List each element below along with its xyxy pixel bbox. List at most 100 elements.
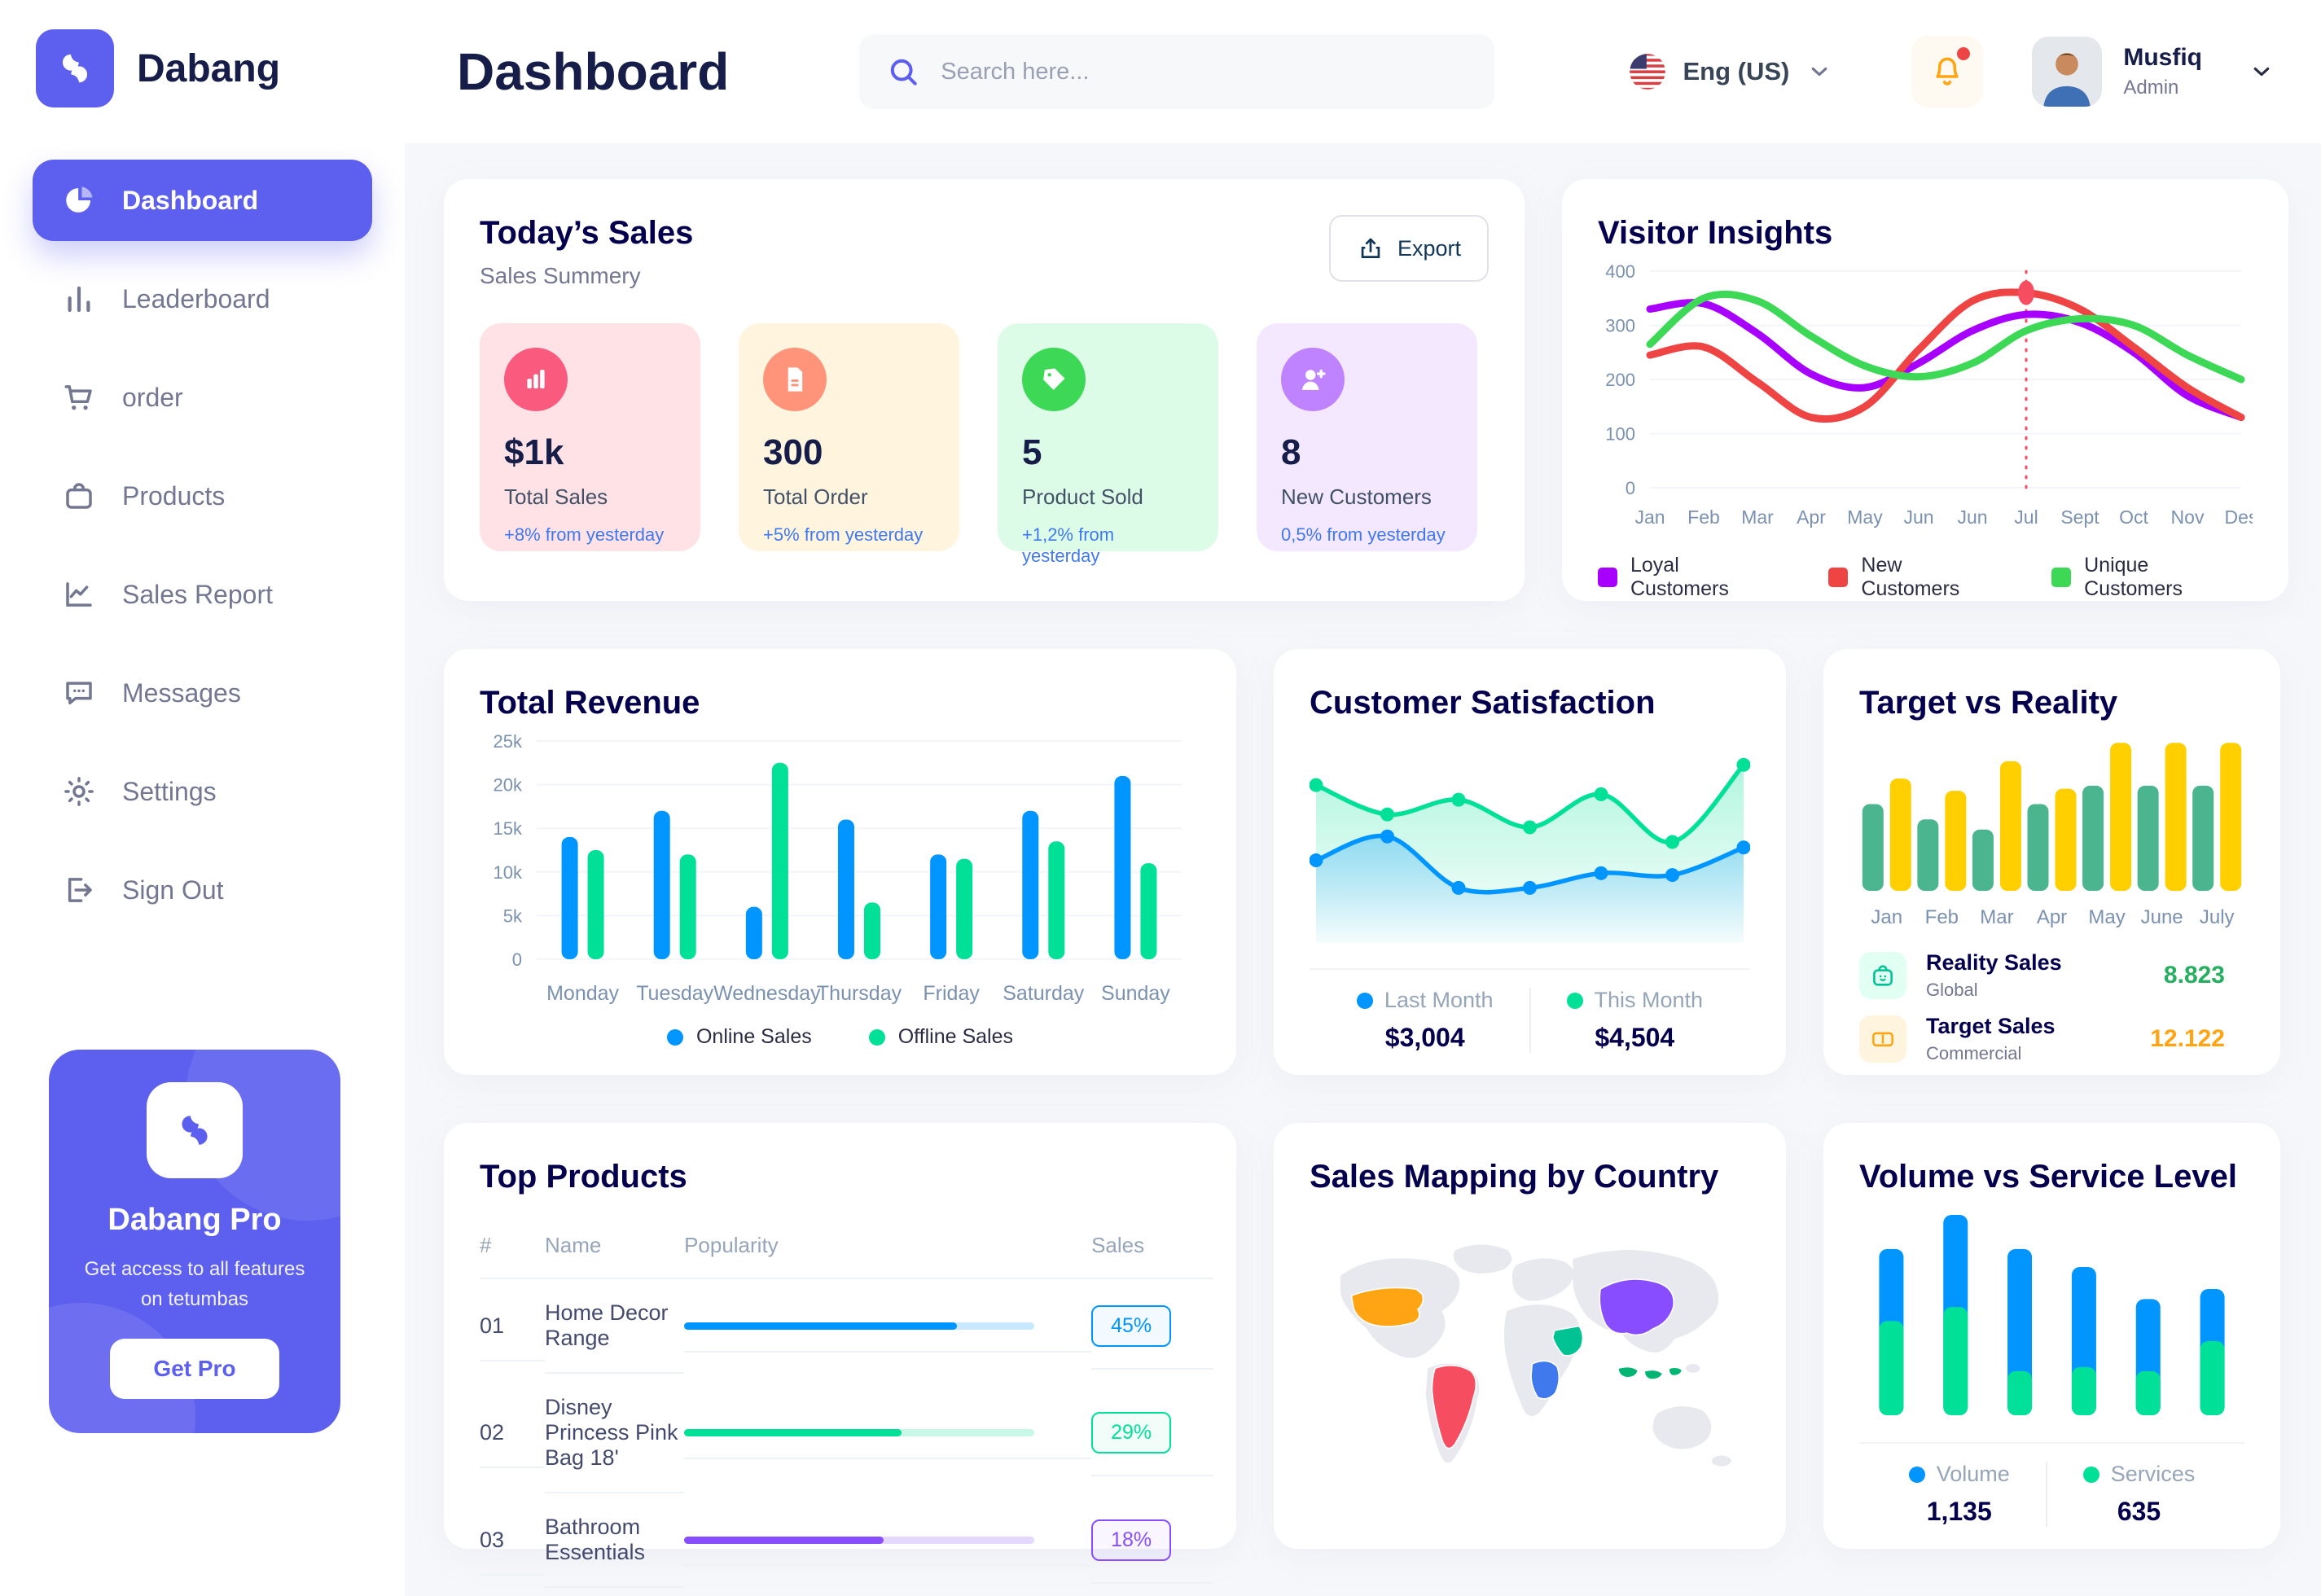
product-name: Home Decor Range [545, 1279, 685, 1374]
stat-value: 8 [1281, 432, 1301, 472]
todays-sales-title: Today’s Sales [480, 215, 694, 251]
message-icon [66, 682, 92, 704]
product-sales-badge: 25% [1091, 1593, 1213, 1596]
legend-item-target-sales: Target Sales Commercial 12.122 [1859, 1014, 2244, 1064]
legend-item-loyal-customers: Loyal Customers [1598, 554, 1783, 601]
legend-item-this-month: This Month $4,504 [1531, 988, 1740, 1053]
us-flag-icon [1630, 54, 1666, 90]
user-menu[interactable]: Musfiq Admin [2032, 37, 2275, 107]
stat-card-total-sales: $1k Total Sales +8% from yesterday [480, 323, 700, 551]
stat-value: $1k [504, 432, 564, 472]
legend-item-new-customers: New Customers [1828, 554, 2006, 601]
export-button[interactable]: Export [1328, 215, 1489, 282]
sidebar-item-sales-report[interactable]: Sales Report [33, 554, 372, 635]
sidebar-item-leaderboard[interactable]: Leaderboard [33, 258, 372, 340]
get-pro-button[interactable]: Get Pro [110, 1339, 279, 1399]
sales-badge: 45% [1091, 1304, 1172, 1347]
bell-icon [1936, 57, 1959, 86]
sidebar-item-sign-out[interactable]: Sign Out [33, 849, 372, 931]
stat-value: 300 [763, 432, 823, 472]
chart-icon [504, 348, 568, 411]
notifications-button[interactable] [1911, 36, 1984, 107]
svg-text:Apr: Apr [2037, 906, 2067, 928]
stat-cards: $1k Total Sales +8% from yesterday 300 Total… [480, 323, 1489, 566]
brand-name: Dabang [137, 46, 281, 90]
legend-swatch [1908, 1466, 1925, 1483]
pro-card: Dabang Pro Get access to all features on… [49, 1049, 340, 1433]
cart-icon [64, 385, 92, 410]
topbar: Dashboard Eng (US) [405, 0, 2321, 143]
column-header-popularity: Popularity [684, 1210, 1092, 1279]
legend-value: $4,504 [1595, 1023, 1675, 1052]
legend-item-offline-sales: Offline Sales [868, 1025, 1014, 1049]
sidebar-item-label: Sign Out [122, 875, 224, 905]
legend-label: Services [2110, 1462, 2196, 1486]
todays-sales-card: Today’s Sales Sales Summery Export $1k To… [444, 179, 1525, 601]
tag-icon [1022, 348, 1086, 411]
legend-swatch [2051, 568, 2072, 587]
sidebar-item-products[interactable]: Products [33, 455, 372, 537]
legend-text: Reality Sales Global [1926, 950, 2062, 1000]
svg-text:300: 300 [1605, 316, 1635, 336]
sidebar-item-messages[interactable]: Messages [33, 652, 372, 734]
legend-divider [2045, 1462, 2047, 1527]
sidebar-item-label: order [122, 382, 183, 412]
bag-icon [1859, 952, 1906, 999]
target-vs-reality-chart: Jan Feb Mar Apr May June July [1862, 743, 2242, 928]
notification-badge [1957, 47, 1971, 60]
legend-label: Online Sales [695, 1025, 812, 1048]
legend-label: New Customers [1861, 554, 1960, 600]
stat-label: Product Sold [1022, 484, 1143, 509]
sidebar-item-settings[interactable]: Settings [33, 751, 372, 832]
product-sales-badge: 45% [1091, 1284, 1214, 1370]
row-1: Today’s Sales Sales Summery Export $1k To… [444, 179, 2288, 601]
search-input[interactable] [941, 58, 1469, 86]
sidebar-item-dashboard[interactable]: Dashboard [33, 160, 372, 241]
product-popularity-bar [684, 1408, 1092, 1459]
customer-satisfaction-title: Customer Satisfaction [1310, 685, 1656, 721]
svg-text:June: June [2141, 906, 2183, 928]
legend-label: Loyal Customers [1630, 554, 1729, 600]
svg-text:400: 400 [1605, 261, 1635, 282]
file-icon [763, 348, 827, 411]
stat-label: Total Order [763, 484, 868, 509]
legend-item-volume: Volume 1,135 [1873, 1462, 2046, 1527]
volume-vs-service-title: Volume vs Service Level [1859, 1159, 2237, 1195]
stat-delta: +1,2% from yesterday [1022, 524, 1115, 566]
sidebar-item-label: Dashboard [122, 185, 259, 215]
user-role: Admin [2123, 77, 2179, 99]
stat-value: 5 [1022, 432, 1042, 472]
svg-text:10k: 10k [494, 862, 523, 883]
svg-text:Feb: Feb [1687, 506, 1720, 528]
world-map [1340, 1244, 1731, 1467]
svg-text:July: July [2200, 906, 2235, 928]
top-products-card: Top Products # Name Popularity Sales 01 Home … [444, 1123, 1236, 1588]
stat-card-new-customers: 8 New Customers 0,5% from yesterday [1257, 323, 1477, 551]
indonesia-group [1617, 1366, 1683, 1380]
gear-icon [64, 777, 94, 806]
legend-swatch [1356, 992, 1373, 1009]
legend-label: Last Month [1384, 988, 1494, 1012]
sidebar-item-order[interactable]: order [33, 357, 372, 438]
svg-text:Sept: Sept [2060, 506, 2099, 528]
svg-text:Tuesday: Tuesday [636, 982, 713, 1005]
visitor-insights-title: Visitor Insights [1598, 215, 1833, 251]
svg-text:Jan: Jan [1634, 506, 1665, 528]
column-header-sales: Sales [1091, 1210, 1214, 1279]
divider [1859, 1442, 2244, 1444]
search-bar[interactable] [859, 34, 1495, 109]
language-selector[interactable]: Eng (US) [1629, 53, 1833, 90]
sidebar-item-label: Products [122, 480, 226, 511]
continent-africa [1503, 1304, 1580, 1417]
signout-icon [68, 878, 92, 902]
legend-value: $3,004 [1384, 1023, 1465, 1052]
legend-swatch [1828, 568, 1849, 587]
target-vs-reality-card: Target vs Reality Jan Feb Mar Apr May June Jul… [1823, 649, 2280, 1075]
bars-icon [68, 286, 90, 313]
legend-label: Offline Sales [897, 1025, 1014, 1048]
product-rank: 01 [480, 1292, 545, 1361]
sales-badge: 18% [1091, 1519, 1172, 1561]
stat-card-total-order: 300 Total Order +5% from yesterday [739, 323, 959, 551]
row-2: Total Revenue 0 5k 10k 15k 20k 25k Monday Tuesd… [444, 649, 2288, 1075]
legend-swatch [2082, 1466, 2099, 1483]
